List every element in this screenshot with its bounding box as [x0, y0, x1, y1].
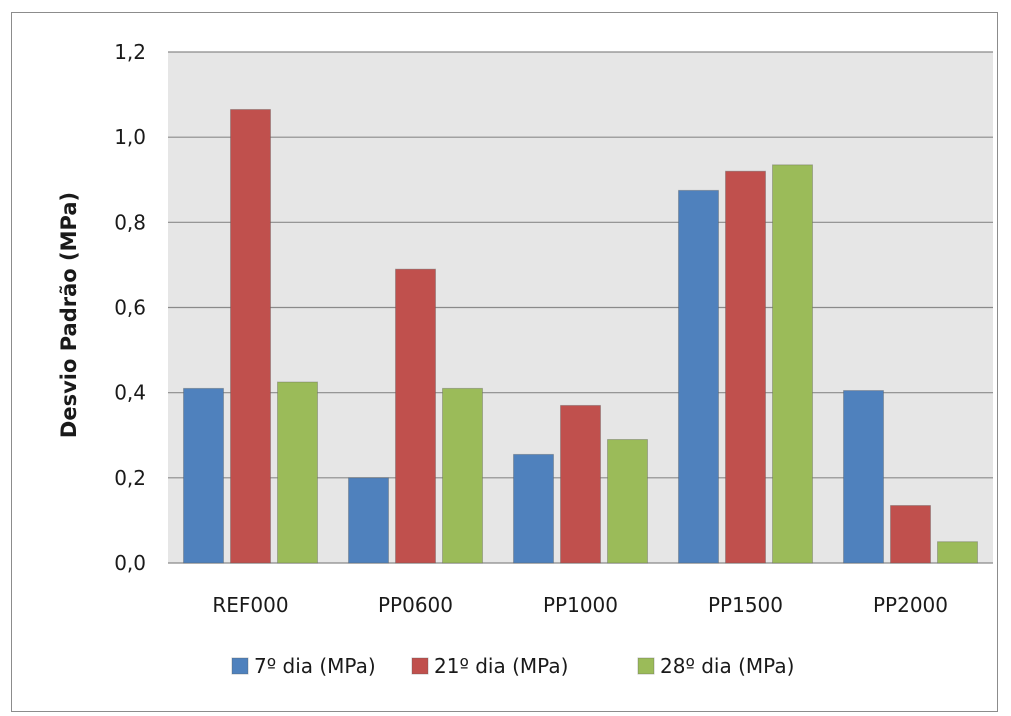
legend-swatch — [231, 657, 249, 675]
x-tick-label: PP1500 — [708, 593, 783, 617]
bar — [937, 541, 978, 564]
x-tick-label: PP0600 — [378, 593, 453, 617]
y-tick-label: 0,0 — [114, 551, 146, 575]
y-tick-label: 1,2 — [114, 40, 146, 64]
x-tick-label: PP2000 — [873, 593, 948, 617]
bar — [725, 170, 766, 564]
bar — [607, 439, 648, 564]
x-axis-ticks: REF000 PP0600 PP1000 PP1500 PP2000 — [212, 593, 948, 617]
y-axis-ticks: 0,0 0,2 0,4 0,6 0,8 1,0 1,2 — [114, 40, 146, 575]
legend-label: 21º dia (MPa) — [434, 654, 568, 678]
bar — [277, 381, 318, 564]
bar — [772, 164, 813, 564]
bar — [442, 387, 483, 564]
y-axis-label: Desvio Padrão (MPa) — [57, 192, 81, 438]
y-tick-label: 0,4 — [114, 381, 146, 405]
bar — [843, 390, 884, 564]
y-tick-label: 1,0 — [114, 125, 146, 149]
legend-swatch — [411, 657, 429, 675]
bar — [183, 387, 224, 564]
bar — [513, 453, 554, 564]
bar — [348, 477, 389, 564]
bar — [678, 189, 719, 564]
y-tick-label: 0,6 — [114, 296, 146, 320]
bars — [183, 108, 978, 564]
y-tick-label: 0,2 — [114, 466, 146, 490]
bar — [395, 268, 436, 564]
legend: 7º dia (MPa) 21º dia (MPa) 28º dia (MPa) — [231, 654, 794, 678]
x-tick-label: PP1000 — [543, 593, 618, 617]
x-tick-label: REF000 — [212, 593, 288, 617]
legend-swatch — [637, 657, 655, 675]
bar — [230, 108, 271, 564]
legend-label: 28º dia (MPa) — [660, 654, 794, 678]
bar — [890, 505, 931, 564]
legend-label: 7º dia (MPa) — [254, 654, 376, 678]
y-tick-label: 0,8 — [114, 210, 146, 234]
bar — [560, 404, 601, 564]
